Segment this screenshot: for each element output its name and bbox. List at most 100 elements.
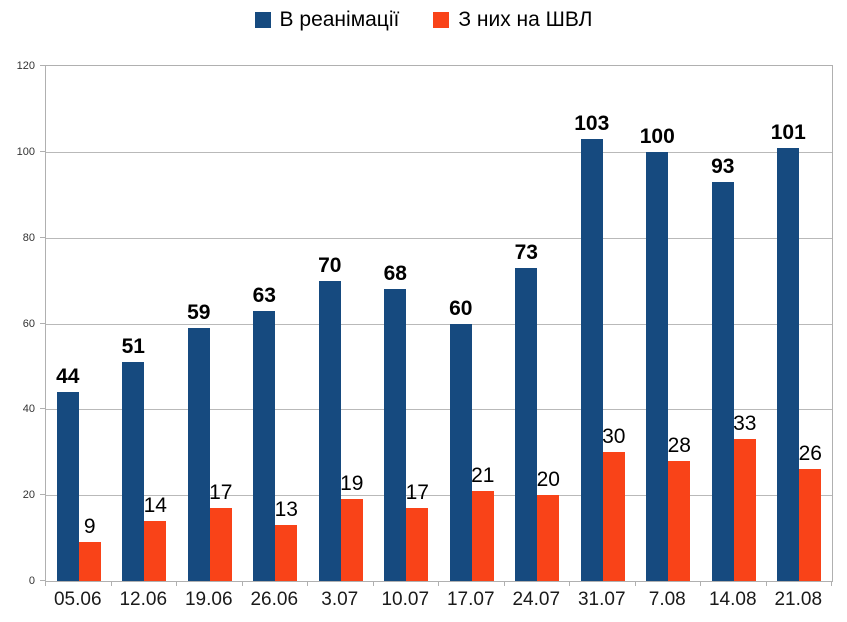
bar-reanimation [384, 289, 407, 581]
bar-ventilator [471, 490, 494, 581]
x-tick-mark [569, 581, 570, 586]
bar-reanimation [253, 310, 276, 581]
bar-value-label: 60 [449, 296, 473, 320]
bar-value-label: 68 [383, 262, 407, 286]
bar-reanimation [646, 151, 669, 581]
y-tick-mark [40, 408, 45, 410]
y-tick-mark [40, 65, 45, 66]
x-tick-label: 12.06 [119, 589, 168, 610]
gridline [46, 495, 832, 497]
bar-ventilator [733, 439, 756, 581]
legend-item-reanimation: В реанімації [254, 8, 400, 32]
bar-value-label: 100 [639, 124, 675, 148]
bar-reanimation [318, 280, 341, 581]
y-tick-label: 80 [22, 231, 35, 244]
plot-area: 44 9 51 14 59 17 63 13 70 19 68 17 60 21 73 20 103 30 100 2… [45, 65, 833, 582]
x-tick-mark [241, 581, 243, 586]
y-tick-label: 0 [28, 575, 35, 587]
x-tick-mark [110, 581, 112, 586]
bar-ventilator [340, 499, 363, 581]
x-tick-label: 24.07 [512, 589, 561, 610]
bar-value-label: 93 [711, 154, 735, 178]
x-tick-mark [372, 581, 374, 586]
x-tick-label: 05.06 [53, 589, 102, 610]
legend-item-ventilator: З них на ШВЛ [433, 8, 592, 32]
bar-ventilator [537, 495, 560, 581]
bar-value-label: 103 [574, 111, 610, 135]
x-tick-label: 19.06 [184, 589, 233, 610]
legend-swatch-orange-icon [433, 12, 450, 28]
bar-ventilator [209, 508, 232, 581]
bar-value-label: 51 [121, 335, 145, 359]
x-tick-mark [765, 581, 767, 586]
x-tick-label: 7.08 [648, 589, 686, 610]
y-tick-label: 100 [16, 145, 35, 158]
x-tick-label: 14.08 [708, 589, 757, 610]
x-tick-label: 10.07 [381, 589, 430, 610]
bar-reanimation [711, 181, 734, 581]
bar-value-label: 63 [252, 283, 276, 307]
bar-value-label: 17 [405, 481, 429, 505]
bar-reanimation [187, 327, 210, 581]
y-tick-mark [40, 580, 45, 581]
gridline [46, 409, 832, 411]
bar-reanimation [580, 138, 603, 581]
x-tick-mark [700, 581, 701, 586]
y-tick-label: 20 [22, 489, 35, 502]
x-tick-label: 31.07 [577, 589, 626, 610]
legend-swatch-blue-icon [254, 12, 271, 28]
x-tick-label: 21.08 [774, 589, 823, 610]
y-tick-mark [40, 150, 45, 152]
bar-reanimation [122, 362, 145, 581]
x-tick-label: 17.07 [446, 589, 495, 610]
bar-ventilator [799, 469, 822, 581]
x-tick-mark [634, 581, 636, 586]
x-tick-label: 3.07 [321, 589, 359, 610]
bar-value-label: 19 [340, 472, 364, 496]
bar-value-label: 9 [83, 515, 96, 539]
y-tick-mark [40, 494, 45, 496]
bar-value-label: 30 [602, 425, 626, 449]
legend-label-ventilator: З них на ШВЛ [458, 8, 593, 31]
chart-legend: В реанімації З них на ШВЛ [0, 8, 847, 32]
gridline [46, 151, 832, 153]
x-tick-mark [831, 581, 832, 586]
bar-reanimation [449, 323, 472, 581]
bar-reanimation [56, 392, 79, 581]
bar-value-label: 101 [770, 120, 806, 144]
bar-ventilator [144, 520, 167, 581]
x-tick-label: 26.06 [250, 589, 299, 610]
bar-ventilator [78, 542, 101, 581]
bar-value-label: 44 [56, 365, 80, 389]
y-tick-mark [40, 322, 45, 324]
bar-value-label: 73 [514, 240, 538, 264]
bar-value-label: 21 [471, 463, 495, 487]
bar-value-label: 13 [274, 498, 298, 522]
x-tick-mark [45, 581, 46, 586]
bar-ventilator [602, 452, 625, 581]
bar-value-label: 33 [733, 412, 757, 436]
gridline [46, 323, 832, 325]
bar-value-label: 20 [536, 468, 560, 492]
y-tick-label: 60 [22, 317, 35, 330]
bar-value-label: 59 [187, 300, 211, 324]
x-tick-mark [503, 581, 505, 586]
bar-reanimation [515, 267, 538, 581]
bar-value-label: 14 [143, 493, 167, 517]
y-tick-mark [40, 236, 45, 238]
bar-value-label: 28 [667, 433, 691, 457]
bar-value-label: 26 [798, 442, 822, 466]
bar-ventilator [406, 508, 429, 581]
gridline [46, 237, 832, 239]
bar-value-label: 17 [209, 481, 233, 505]
y-tick-label: 40 [22, 403, 35, 416]
bar-reanimation [777, 147, 800, 581]
legend-label-reanimation: В реанімації [279, 8, 400, 31]
bar-ventilator [275, 525, 298, 581]
x-tick-mark [438, 581, 439, 586]
y-tick-label: 120 [16, 60, 35, 72]
bar-value-label: 70 [318, 253, 342, 277]
bar-ventilator [668, 460, 691, 581]
x-tick-mark [307, 581, 308, 586]
